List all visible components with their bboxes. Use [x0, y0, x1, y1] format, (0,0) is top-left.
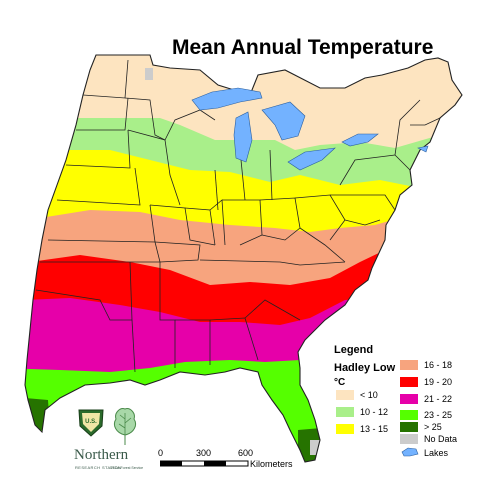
lake-erie — [287, 147, 336, 171]
legend-label-lakes: Lakes — [424, 448, 449, 458]
legend: Legend Hadley Low °C < 10 10 - 12 13 - 1… — [334, 344, 494, 460]
lake-huron — [261, 101, 306, 141]
scale-tick-600: 600 — [238, 448, 254, 458]
legend-swatch-23-25 — [400, 410, 418, 420]
legend-swatch-21-22 — [400, 394, 418, 404]
oak-leaf-logo-icon — [113, 408, 137, 445]
no-data-patch — [310, 440, 320, 455]
legend-swatch-10-12 — [336, 407, 354, 417]
legend-unit: °C — [334, 377, 346, 388]
legend-swatch-16-18 — [400, 360, 418, 370]
legend-label-10-12: 10 - 12 — [360, 407, 389, 417]
lake-ontario — [341, 133, 379, 147]
legend-label-16-18: 16 - 18 — [424, 360, 453, 370]
scale-tick-0: 0 — [158, 448, 164, 458]
org-name: Northern — [74, 447, 129, 463]
lake-small — [417, 145, 429, 153]
lake-superior — [191, 87, 263, 111]
state-boundaries — [24, 54, 463, 463]
scale-tick-300: 300 — [196, 448, 212, 458]
map-title: Mean Annual Temperature — [172, 36, 434, 59]
org-agency: USDA Forest Service — [110, 466, 144, 470]
legend-label-21-22: 21 - 22 — [424, 394, 453, 404]
scale-bar: 0 300 600 Kilometers — [150, 448, 300, 478]
org-subtitle: RESEARCH STATION — [75, 465, 122, 470]
scale-bar-graphic — [160, 460, 249, 467]
legend-swatch-19-20 — [400, 377, 418, 387]
legend-label-below-10: < 10 — [360, 390, 378, 400]
legend-label-19-20: 19 - 20 — [424, 377, 453, 387]
lake-michigan — [233, 111, 253, 163]
great-lakes — [191, 87, 429, 171]
legend-subheading: Hadley Low — [334, 362, 396, 374]
legend-heading: Legend — [334, 344, 374, 356]
legend-swatch-above-25 — [400, 422, 418, 432]
legend-swatch-no-data — [400, 434, 418, 444]
legend-swatch-below-10 — [336, 390, 354, 400]
no-data-patch — [145, 68, 153, 80]
legend-label-13-15: 13 - 15 — [360, 424, 389, 434]
legend-label-above-25: > 25 — [424, 422, 442, 432]
legend-label-no-data: No Data — [424, 434, 458, 444]
scale-unit: Kilometers — [250, 459, 293, 469]
shield-text: U.S. — [85, 419, 97, 425]
legend-label-23-25: 23 - 25 — [424, 410, 453, 420]
forest-service-shield-icon: U.S. — [78, 409, 104, 437]
legend-swatch-lakes — [401, 447, 419, 457]
legend-swatch-13-15 — [336, 424, 354, 434]
